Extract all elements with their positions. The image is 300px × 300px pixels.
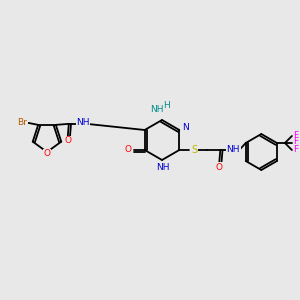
Text: O: O — [44, 149, 50, 158]
Text: NH: NH — [76, 118, 90, 127]
Text: O: O — [64, 136, 71, 146]
Text: F: F — [293, 146, 298, 154]
Text: S: S — [191, 145, 197, 155]
Text: O: O — [124, 146, 131, 154]
Text: H: H — [164, 101, 170, 110]
Text: NH: NH — [150, 106, 164, 115]
Text: Br: Br — [17, 118, 27, 127]
Text: NH: NH — [156, 163, 170, 172]
Text: F: F — [293, 137, 298, 146]
Text: O: O — [216, 163, 223, 172]
Text: N: N — [182, 124, 189, 133]
Text: NH: NH — [226, 145, 240, 154]
Text: F: F — [293, 130, 298, 140]
